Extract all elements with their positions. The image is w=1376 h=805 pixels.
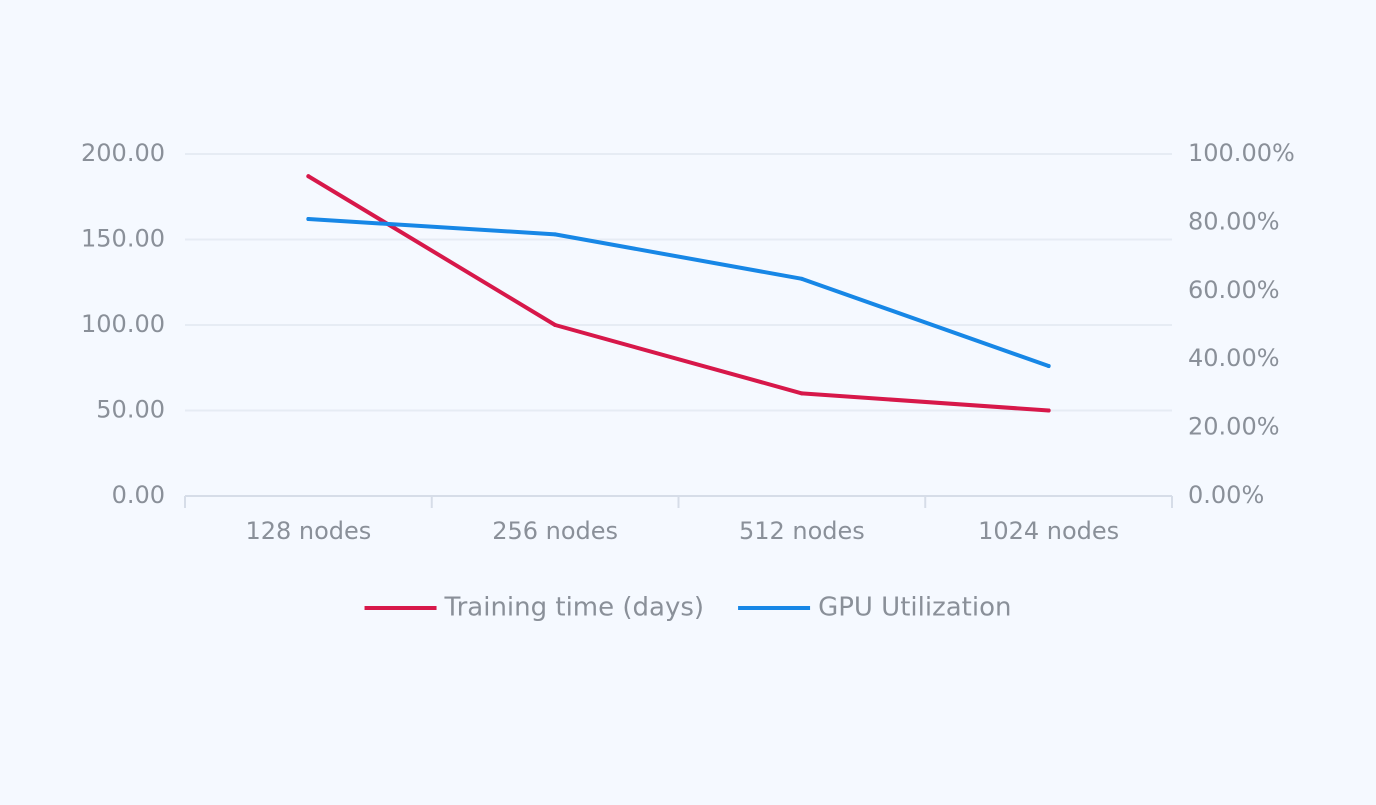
data-point bbox=[306, 216, 311, 221]
left-tick-label: 150.00 bbox=[81, 225, 165, 253]
right-tick-label: 80.00% bbox=[1188, 207, 1280, 235]
left-tick-label: 200.00 bbox=[81, 139, 165, 167]
series-line bbox=[306, 216, 1051, 369]
gridlines bbox=[185, 153, 1172, 412]
right-axis-tick-labels: 0.00% 20.00% 40.00% 60.00% 80.00% 100.00% bbox=[1188, 139, 1295, 509]
left-tick-label: 50.00 bbox=[96, 396, 165, 424]
x-tick-label: 1024 nodes bbox=[978, 517, 1119, 545]
x-tick-label: 256 nodes bbox=[492, 517, 618, 545]
left-tick-label: 0.00 bbox=[112, 481, 165, 509]
legend-label: GPU Utilization bbox=[818, 593, 1011, 623]
x-tick-label: 512 nodes bbox=[739, 517, 865, 545]
data-point bbox=[306, 174, 311, 179]
data-point bbox=[799, 276, 804, 281]
left-tick-label: 100.00 bbox=[81, 310, 165, 338]
left-axis-tick-labels: 0.00 50.00 100.00 150.00 200.00 bbox=[81, 139, 165, 509]
x-axis-tick-labels: 128 nodes 256 nodes 512 nodes 1024 nodes bbox=[245, 517, 1119, 545]
right-tick-label: 60.00% bbox=[1188, 276, 1280, 304]
series-line bbox=[306, 174, 1051, 413]
legend-label: Training time (days) bbox=[444, 593, 705, 623]
right-tick-label: 100.00% bbox=[1188, 139, 1295, 167]
data-point bbox=[553, 232, 558, 237]
x-tick-label: 128 nodes bbox=[245, 517, 371, 545]
data-point bbox=[1046, 408, 1051, 413]
right-tick-label: 20.00% bbox=[1188, 413, 1280, 441]
right-tick-label: 40.00% bbox=[1188, 344, 1280, 372]
x-axis bbox=[184, 495, 1173, 508]
right-tick-label: 0.00% bbox=[1188, 481, 1264, 509]
legend: Training time (days) GPU Utilization bbox=[364, 593, 1011, 623]
data-point bbox=[799, 391, 804, 396]
series-lines bbox=[306, 174, 1051, 413]
data-point bbox=[1046, 364, 1051, 369]
data-point bbox=[553, 323, 558, 327]
